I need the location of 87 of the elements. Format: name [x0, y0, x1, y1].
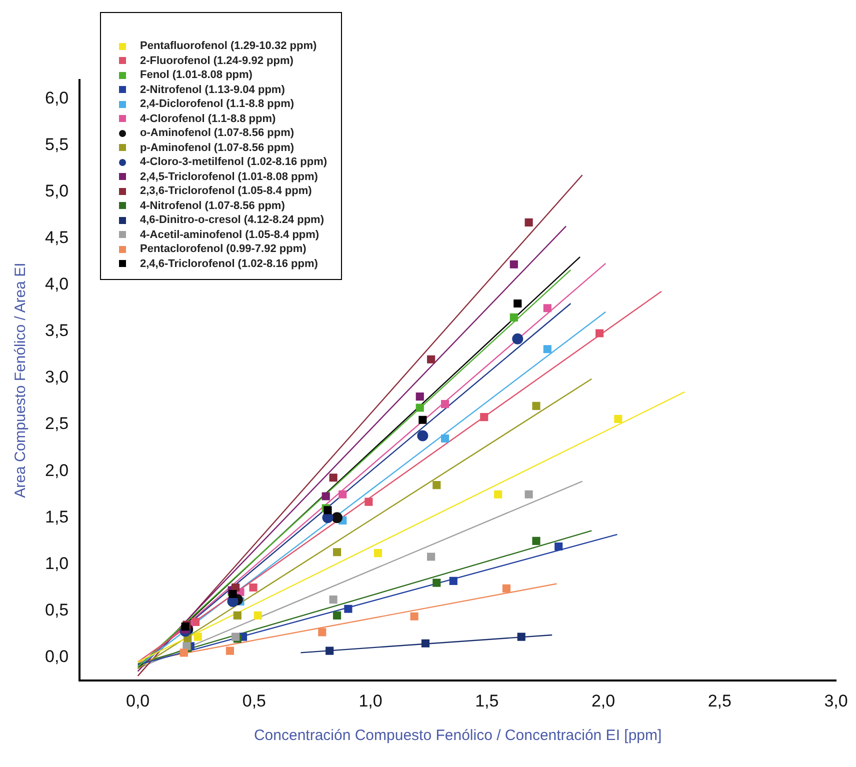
point: [194, 632, 202, 641]
point: [514, 299, 522, 308]
legend-label: 2-Fluorofenol (1.24-9.92 ppm): [140, 54, 294, 68]
legend-label: Pentaclorofenol (0.99-7.92 ppm): [140, 242, 306, 256]
point: [427, 552, 436, 561]
y-tick-label: 2,5: [44, 414, 69, 434]
point: [329, 596, 338, 604]
y-tick-label: 2,0: [44, 460, 69, 480]
x-axis-title: Concentración Compuesto Fenólico / Concentración EI [ppm]: [254, 727, 662, 744]
x-tick-label: 3,0: [824, 691, 848, 710]
point: [554, 542, 563, 551]
y-tick-label: 3,5: [44, 321, 69, 340]
legend-label: Pentafluorofenol (1.29-10.32 ppm): [140, 39, 317, 54]
point: [338, 490, 347, 498]
x-tick-label: 0,5: [242, 691, 266, 710]
point: [326, 646, 334, 655]
point: [332, 611, 342, 620]
point: [494, 490, 502, 498]
y-tick-label: 0,5: [44, 600, 69, 620]
point: [180, 648, 188, 657]
point: [517, 632, 526, 641]
point: [226, 646, 234, 655]
legend-label: Fenol (1.01-8.08 ppm): [140, 68, 252, 82]
y-tick-label: 1,0: [44, 554, 69, 573]
point: [510, 313, 518, 322]
point: [233, 611, 242, 620]
point: [322, 492, 330, 500]
point: [543, 345, 552, 354]
x-tick-label: 1,5: [475, 691, 499, 710]
point: [416, 404, 424, 412]
x-tick-label: 1,0: [358, 691, 382, 710]
point: [417, 430, 428, 442]
y-tick-label: 5,5: [44, 134, 69, 154]
x-tick-label: 2,0: [591, 691, 616, 710]
point: [254, 611, 262, 620]
point: [440, 434, 450, 443]
point: [416, 392, 424, 401]
point: [524, 218, 533, 227]
legend-label: 2,4,5-Triclorofenol (1.01-8.08 ppm): [140, 170, 318, 184]
legend-label: 4-Clorofenol (1.1-8.8 ppm): [140, 112, 276, 126]
legend-label: 2,4,6-Triclorofenol (1.02-8.16 ppm): [140, 256, 318, 271]
y-tick-label: 6,0: [44, 88, 69, 108]
point: [512, 333, 524, 344]
point: [322, 512, 334, 524]
legend-label: 4,6-Dinitro-o-cresol (4.12-8.24 ppm): [140, 213, 324, 228]
point: [440, 400, 450, 408]
legend-label: 4-Cloro-3-metilfenol (1.02-8.16 ppm): [140, 155, 328, 170]
point: [532, 402, 540, 410]
legend-label: 2,3,6-Triclorofenol (1.05-8.4 ppm): [140, 184, 312, 198]
point: [421, 639, 430, 648]
y-tick-label: 5,0: [44, 181, 69, 200]
point: [427, 355, 436, 364]
point: [532, 536, 540, 545]
point: [249, 583, 258, 592]
x-tick-label: 2,5: [708, 691, 732, 710]
point: [432, 481, 441, 490]
x-tick-label: 0,0: [126, 691, 150, 710]
y-tick-label: 1,5: [44, 507, 69, 526]
point: [410, 612, 418, 620]
point: [432, 578, 441, 587]
y-tick-label: 4,5: [44, 228, 69, 247]
point: [543, 304, 552, 312]
y-tick-label: 0,0: [44, 647, 69, 666]
point: [374, 548, 382, 558]
point: [510, 260, 518, 268]
point: [480, 413, 488, 422]
point: [332, 548, 342, 556]
legend-label: 2-Nitrofenol (1.13-9.04 ppm): [140, 82, 285, 97]
point: [344, 604, 352, 613]
y-tick-label: 4,0: [44, 274, 69, 294]
y-axis-title: Area Compuesto Fenólico / Area EI: [12, 262, 30, 498]
legend-label: 4-Acetil-aminofenol (1.05-8.4 ppm): [140, 228, 320, 242]
legend-label: o-Aminofenol (1.07-8.56 ppm): [140, 126, 294, 140]
point: [364, 498, 373, 506]
point: [502, 584, 510, 592]
legend-label: p-Aminofenol (1.07-8.56 ppm): [140, 140, 294, 155]
point: [524, 490, 533, 498]
point: [329, 474, 338, 482]
point: [318, 628, 326, 636]
y-tick-label: 3,0: [44, 368, 69, 387]
point: [596, 329, 604, 338]
point: [418, 416, 427, 424]
point: [614, 414, 622, 423]
point: [332, 512, 343, 524]
point: [449, 576, 458, 585]
legend-label: 4-Nitrofenol (1.07-8.56 ppm): [140, 198, 285, 213]
legend-label: 2,4-Diclorofenol (1.1-8.8 ppm): [140, 97, 294, 112]
